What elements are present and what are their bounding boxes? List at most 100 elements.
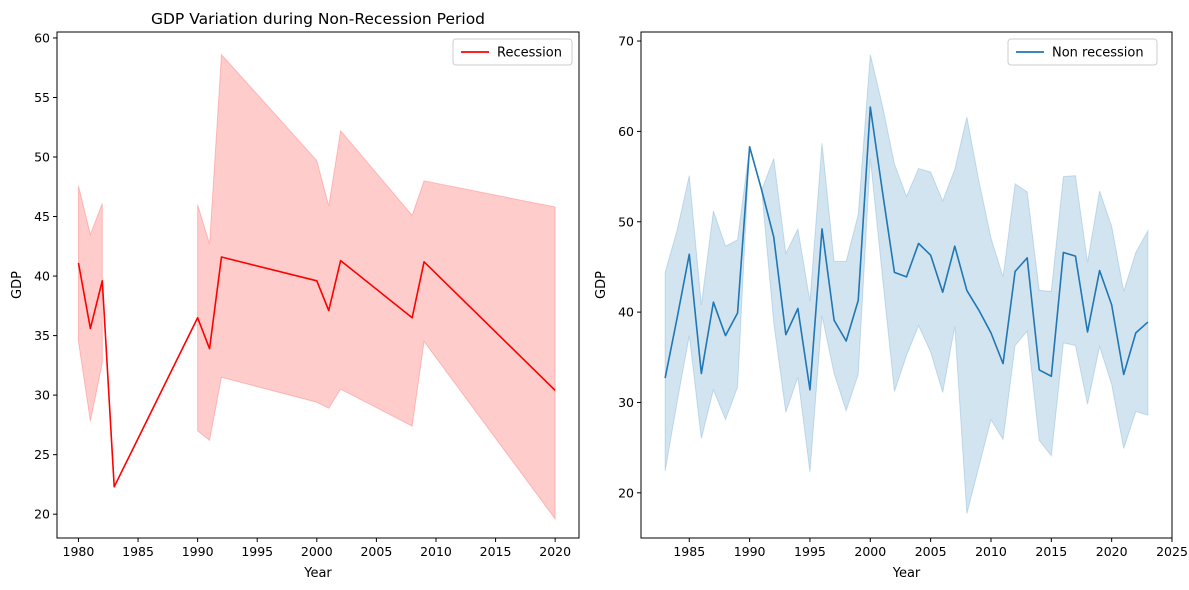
recession-y-tick-label: 45 [34,209,50,224]
recession-x-tick-label: 1995 [241,544,273,559]
non-recession-x-tick-label: 1995 [794,544,826,559]
non-recession-data-point [928,253,933,258]
recession-x-tick-label: 1990 [182,544,214,559]
recession-confidence-band [77,185,103,422]
recession-x-tick-label: 1980 [63,544,95,559]
non-recession-x-tick-label: 2015 [1035,544,1067,559]
non-recession-data-point [904,274,909,279]
non-recession-data-point [747,144,752,149]
non-recession-x-tick-label: 2005 [915,544,947,559]
non-recession-data-point [952,244,957,249]
non-recession-data-point [1001,361,1006,366]
recession-x-tick-label: 1985 [122,544,154,559]
non-recession-data-point [795,306,800,311]
non-recession-data-point [916,241,921,246]
non-recession-data-point [1025,255,1030,260]
recession-y-tick-label: 60 [34,30,50,45]
non-recession-data-point [783,332,788,337]
non-recession-legend-label: Non recession [1052,46,1144,61]
non-recession-data-point [735,311,740,316]
recession-data-point [410,315,415,320]
non-recession-data-point [988,330,993,335]
non-recession-y-tick-label: 60 [618,124,634,139]
non-recession-data-point [940,290,945,295]
non-recession-series-line [664,106,1149,391]
recession-y-tick-label: 30 [34,388,50,403]
recession-data-point [88,326,93,331]
non-recession-x-tick-label: 1990 [734,544,766,559]
non-recession-data-point [1097,268,1102,273]
non-recession-x-tick-label: 2020 [1096,544,1128,559]
non-recession-data-point [964,288,969,293]
non-recession-data-point [663,376,668,381]
recession-x-tick-label: 2015 [480,544,512,559]
recession-data-point [100,278,105,283]
non-recession-data-point [880,189,885,194]
recession-x-tick-label: 2000 [301,544,333,559]
non-recession-data-point [807,387,812,392]
non-recession-data-point [1109,302,1114,307]
non-recession-data-point [759,188,764,193]
recession-axes-frame [56,31,580,539]
recession-confidence-band [197,53,556,521]
non-recession-data-point [1145,320,1150,325]
non-recession-data-point [856,298,861,303]
non-recession-data-point [687,252,692,257]
recession-data-point [112,484,117,489]
recession-y-tick-label: 40 [34,269,50,284]
non-recession-data-point [844,339,849,344]
recession-series-line [77,256,556,488]
non-recession-data-point [723,333,728,338]
non-recession-confidence-band [664,54,1149,514]
non-recession-data-point [699,371,704,376]
non-recession-data-point [892,270,897,275]
recession-x-tick-label: 2010 [420,544,452,559]
non-recession-legend-box [1007,38,1158,66]
non-recession-y-tick-label: 30 [618,395,634,410]
recession-data-point [314,278,319,283]
non-recession-data-point [1085,329,1090,334]
non-recession-data-point [1061,250,1066,255]
non-recession-x-tick-label: 1985 [673,544,705,559]
non-recession-data-point [832,318,837,323]
recession-x-axis-label: Year [303,566,332,581]
recession-legend-box [452,38,573,66]
non-recession-y-tick-label: 20 [618,485,634,500]
recession-data-point [207,346,212,351]
non-recession-data-point [1037,367,1042,372]
recession-data-point [326,308,331,313]
recession-chart-panel: 1980 1985 1990 1995 2000 2005 2010 2015 20202025… [10,10,580,581]
recession-y-axis-label: GDP [10,271,25,299]
recession-y-tick-label: 20 [34,507,50,522]
recession-data-point [422,259,427,264]
recession-legend-label: Recession [497,46,562,61]
recession-x-tick-label: 2020 [539,544,571,559]
non-recession-x-tick-label: 2025 [1156,544,1188,559]
recession-y-tick-label: 25 [34,447,50,462]
recession-data-point [553,388,558,393]
non-recession-data-point [1133,330,1138,335]
non-recession-x-tick-label: 2010 [975,544,1007,559]
non-recession-data-point [820,226,825,231]
non-recession-y-tick-label: 40 [618,305,634,320]
recession-legend: Recession [452,38,573,66]
non-recession-chart-panel: 1985 1990 1995 2000 2005 2010 2015 2020 20252030… [594,31,1188,581]
recession-y-tick-label: 55 [34,90,50,105]
non-recession-x-tick-label: 2000 [854,544,886,559]
non-recession-data-point [1073,254,1078,259]
recession-x-tick-label: 2005 [360,544,392,559]
non-recession-data-point [771,235,776,240]
recession-chart-title: GDP Variation during Non-Recession Perio… [151,10,485,28]
non-recession-data-point [1049,374,1054,379]
recession-data-point [338,258,343,263]
non-recession-legend: Non recession [1007,38,1158,66]
non-recession-x-axis-label: Year [892,566,921,581]
non-recession-axes-frame [640,31,1173,539]
recession-y-tick-label: 35 [34,328,50,343]
recession-data-point [219,255,224,260]
non-recession-data-point [675,315,680,320]
non-recession-data-point [868,105,873,110]
non-recession-data-point [1013,269,1018,274]
